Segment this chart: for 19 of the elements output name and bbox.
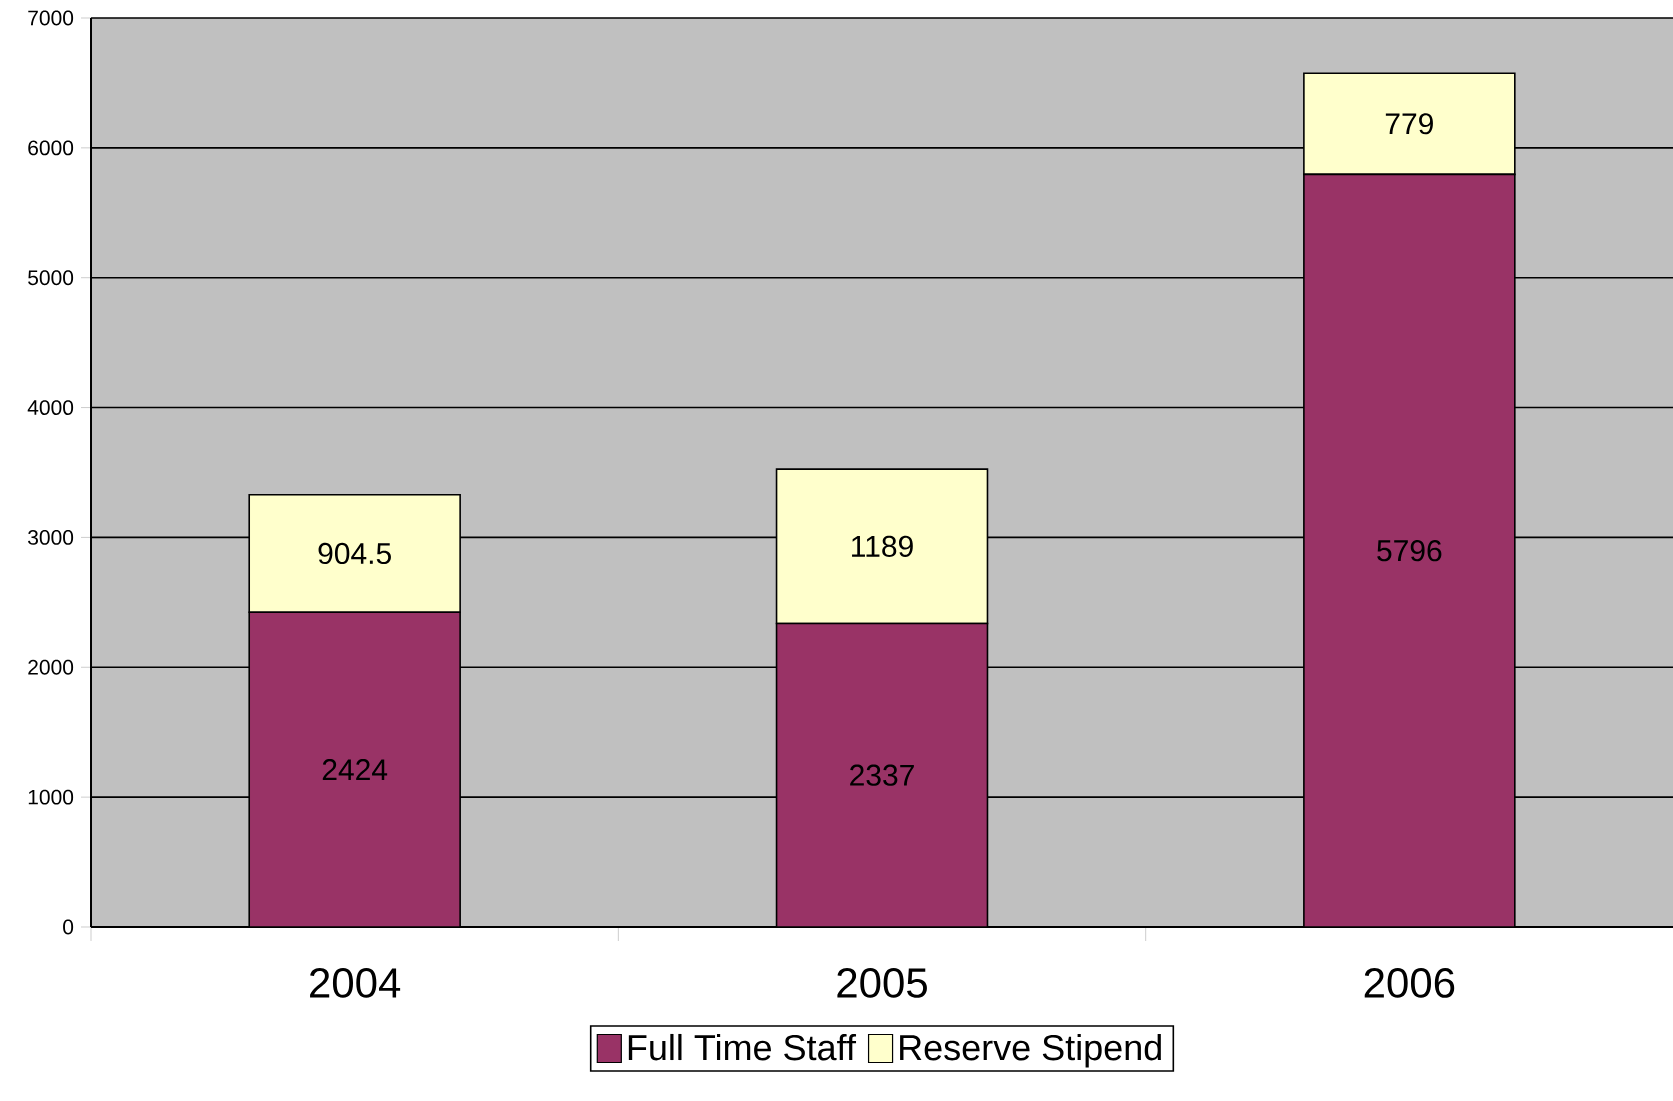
data-label: 1189 (852, 535, 913, 557)
data-label: 5796 (1377, 540, 1442, 562)
y-tick-label: 4000 (27, 400, 74, 416)
y-tick-label: 0 (63, 919, 74, 935)
x-tick-label: 2005 (837, 968, 927, 998)
y-tick-label: 2000 (28, 659, 74, 675)
x-tick-label: 2006 (1364, 968, 1455, 998)
x-tick-label: 2004 (310, 968, 401, 998)
data-label: 904.5 (318, 542, 391, 565)
y-tick-label: 7000 (28, 10, 74, 26)
y-tick-label: 3000 (28, 530, 74, 545)
legend-label: Reserve Stipend (900, 1033, 1161, 1068)
y-tick-label: 6000 (28, 140, 74, 156)
y-tick-label: 1000 (28, 789, 74, 805)
data-label: 779 (1385, 113, 1433, 135)
legend-label: Full Time Staff (628, 1033, 857, 1061)
data-label: 2337 (850, 764, 914, 786)
y-tick-label: 5000 (28, 270, 74, 286)
data-label: 2424 (322, 759, 388, 781)
